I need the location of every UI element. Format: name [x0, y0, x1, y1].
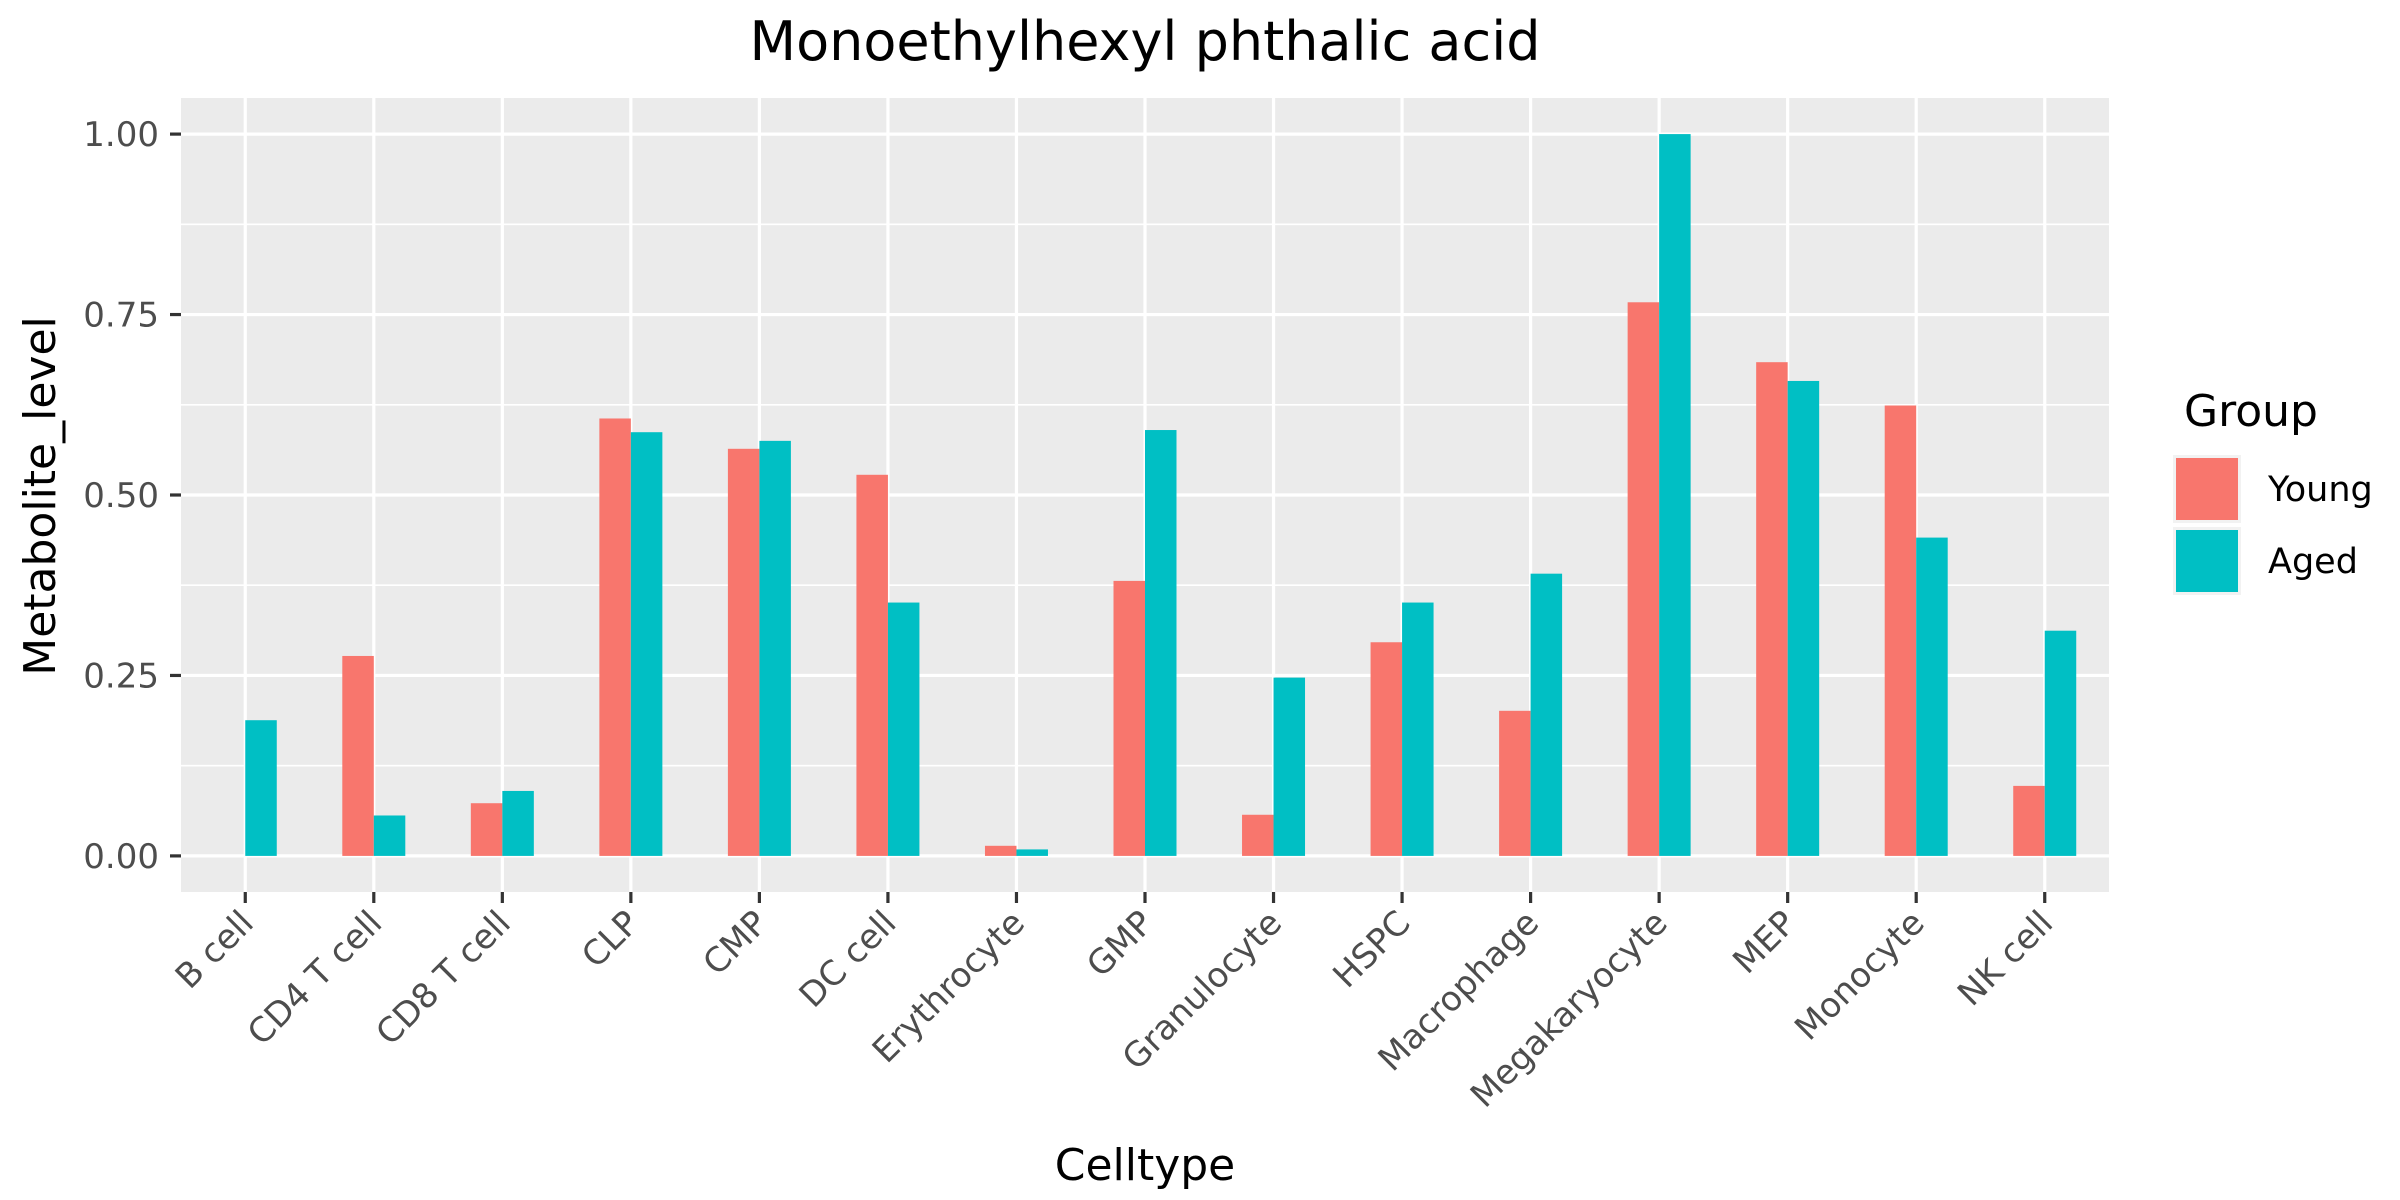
legend-label-young: Young: [2267, 470, 2373, 510]
bar-aged: [245, 720, 277, 856]
x-tick-label: Monocyte: [1787, 903, 1932, 1048]
x-tick-label: CLP: [574, 903, 647, 976]
bar-young: [470, 803, 503, 856]
x-tick-label: DC cell: [792, 903, 905, 1016]
bar-aged: [1145, 430, 1177, 856]
bar-aged: [1402, 602, 1434, 856]
y-tick-label: 0.00: [83, 837, 159, 877]
bar-aged: [1273, 677, 1306, 856]
bar-aged: [1659, 134, 1691, 856]
chart-title: Monoethylhexyl phthalic acid: [750, 10, 1541, 73]
y-axis-title: Metabolite_level: [15, 316, 66, 676]
bar-young: [1884, 405, 1917, 856]
bar-young: [2013, 785, 2045, 856]
y-axis: 0.00 0.25 0.50 0.75 1.00: [83, 115, 181, 877]
x-tick-label: CD8 T cell: [368, 903, 518, 1053]
bar-young: [1756, 362, 1788, 856]
bar-young: [1242, 814, 1274, 856]
bar-aged: [1916, 537, 1948, 856]
y-tick-label: 0.50: [83, 476, 159, 516]
bar-aged: [887, 602, 920, 856]
bar-young: [984, 845, 1017, 856]
bar-aged: [502, 790, 534, 856]
x-tick-label: CD4 T cell: [240, 903, 390, 1053]
x-tick-label: NK cell: [1950, 903, 2061, 1014]
bar-aged: [2044, 630, 2077, 856]
bar-aged: [1530, 573, 1563, 856]
bar-young: [727, 448, 760, 856]
y-tick-label: 0.75: [83, 296, 159, 336]
bars: [245, 134, 2077, 856]
legend-label-aged: Aged: [2268, 542, 2358, 582]
bar-young: [1627, 302, 1660, 856]
bar-young: [1370, 642, 1403, 856]
x-axis-title: Celltype: [1055, 1140, 1236, 1191]
legend-title: Group: [2184, 386, 2318, 437]
bar-young: [856, 474, 888, 856]
bar-young: [1113, 580, 1145, 856]
x-tick-label: HSPC: [1326, 903, 1419, 996]
x-tick-label: MEP: [1725, 903, 1804, 982]
y-tick-label: 1.00: [83, 115, 159, 155]
legend: Group Young Aged: [2173, 386, 2373, 595]
x-tick-label: B cell: [168, 903, 262, 997]
bar-young: [1499, 710, 1531, 856]
bar-aged: [1016, 849, 1048, 856]
bar-aged: [759, 440, 791, 856]
bar-young: [342, 655, 374, 856]
bar-aged: [373, 815, 406, 856]
bar-aged: [1787, 380, 1820, 856]
y-tick-label: 0.25: [83, 656, 159, 696]
legend-swatch-young: [2176, 458, 2238, 520]
x-tick-label: CMP: [695, 903, 775, 983]
bar-aged: [630, 432, 663, 856]
bar-young: [599, 418, 631, 856]
legend-swatch-aged: [2176, 530, 2238, 592]
x-tick-label: GMP: [1079, 903, 1161, 985]
